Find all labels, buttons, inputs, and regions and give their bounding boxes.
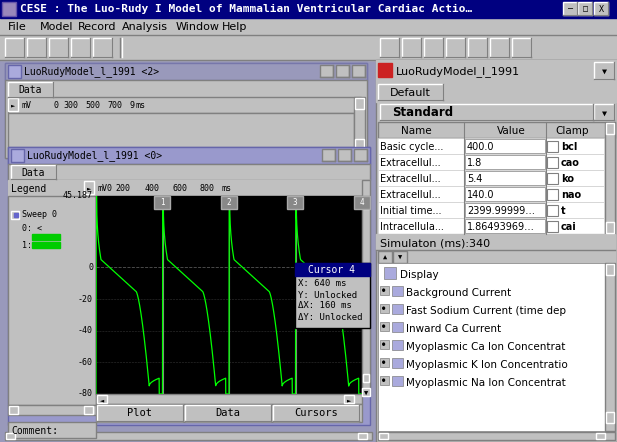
Text: mV: mV [22,100,32,110]
Text: 500: 500 [85,100,100,110]
Text: Clamp: Clamp [555,126,589,136]
Text: 140.0: 140.0 [467,190,494,200]
Text: cao: cao [561,158,580,168]
Text: 700: 700 [107,100,122,110]
Text: 1:: 1: [22,241,32,251]
Text: Standard: Standard [392,107,453,119]
Text: ●: ● [383,289,386,293]
Text: 1.8: 1.8 [467,158,482,168]
Text: 1.86493969…: 1.86493969… [467,222,535,232]
Text: ►: ► [11,102,15,108]
Text: ▲: ▲ [383,255,387,261]
Text: ΔY: Unlocked: ΔY: Unlocked [298,312,363,321]
Text: Legend: Legend [11,184,46,194]
Text: 4: 4 [360,198,364,207]
Text: 2399.99999…: 2399.99999… [467,206,535,216]
Text: Background Current: Background Current [406,288,511,298]
Text: ms: ms [222,183,232,193]
Text: Sweep 0: Sweep 0 [22,210,57,218]
Text: 0: 0 [53,100,58,110]
Text: 9: 9 [129,100,134,110]
Text: ●: ● [383,306,386,312]
Text: 45.187: 45.187 [63,191,93,201]
Text: 3: 3 [292,198,297,207]
Text: LuoRudyModel_l_1991 <2>: LuoRudyModel_l_1991 <2> [24,67,159,77]
Text: Analysis: Analysis [122,22,168,32]
Text: Value: Value [497,126,525,136]
Text: 800: 800 [199,183,215,193]
Text: 200: 200 [115,183,131,193]
Text: Default: Default [389,88,431,98]
Text: bcl: bcl [561,142,578,152]
Text: 400.0: 400.0 [467,142,494,152]
Text: ●: ● [383,378,386,384]
Text: LuoRudyModel_l_1991 <0>: LuoRudyModel_l_1991 <0> [27,151,162,161]
Text: Window: Window [176,22,220,32]
Text: cai: cai [561,222,577,232]
Text: Myoplasmic Na Ion Concentrat: Myoplasmic Na Ion Concentrat [406,378,566,388]
Text: ΔX: 160 ms: ΔX: 160 ms [298,301,352,310]
Text: □: □ [582,4,587,14]
Text: Basic cycle...: Basic cycle... [380,142,444,152]
Text: Myoplasmic Ca Ion Concentrat: Myoplasmic Ca Ion Concentrat [406,342,565,352]
Text: Model: Model [40,22,73,32]
Text: 600: 600 [173,183,188,193]
Text: Extracellul...: Extracellul... [380,190,441,200]
Text: t: t [561,206,566,216]
Text: 400: 400 [144,183,160,193]
Text: Cursor 4: Cursor 4 [308,265,355,275]
Text: Comment:: Comment: [11,426,58,436]
Text: File: File [8,22,27,32]
Text: mV: mV [97,183,107,193]
Text: ▼: ▼ [602,108,607,118]
Text: 0: <: 0: < [22,224,42,232]
Text: Data: Data [215,408,241,418]
Text: X: X [598,4,603,14]
Text: Inward Ca Current: Inward Ca Current [406,324,501,334]
Text: 5.4: 5.4 [467,174,482,184]
Text: -60: -60 [78,358,93,367]
Text: LuoRudyModel_l_1991: LuoRudyModel_l_1991 [396,67,520,77]
Text: 300: 300 [63,100,78,110]
Text: Extracellul...: Extracellul... [380,174,441,184]
Text: Fast Sodium Current (time dep: Fast Sodium Current (time dep [406,306,566,316]
Text: ◄: ◄ [100,397,104,403]
Text: Myoplasmic K Ion Concentratio: Myoplasmic K Ion Concentratio [406,360,568,370]
Text: Record: Record [78,22,117,32]
Text: -80: -80 [78,389,93,399]
Text: ▼: ▼ [398,255,402,261]
Text: Name: Name [400,126,431,136]
Text: ●: ● [383,361,386,366]
Text: ●: ● [383,343,386,347]
Text: 0: 0 [107,183,112,193]
Text: Plot: Plot [128,408,152,418]
Text: ko: ko [561,174,574,184]
Text: X: 640 ms: X: 640 ms [298,279,346,289]
Text: CESE : The Luo-Rudy I Model of Mammalian Ventricular Cardiac Actio…: CESE : The Luo-Rudy I Model of Mammalian… [20,4,472,14]
Text: Data: Data [21,168,45,178]
Text: Display: Display [400,270,439,280]
Text: Extracellul...: Extracellul... [380,158,441,168]
Text: ●: ● [383,324,386,329]
Text: 1: 1 [160,198,164,207]
Text: Intracellula...: Intracellula... [380,222,444,232]
Text: -20: -20 [78,295,93,304]
Text: 0: 0 [88,263,93,272]
Text: –: – [568,4,573,14]
Text: Simulaton (ms):340: Simulaton (ms):340 [380,238,490,248]
Text: nao: nao [561,190,581,200]
Text: 2: 2 [226,198,231,207]
Text: ►: ► [347,397,351,403]
Text: ms: ms [136,100,146,110]
Text: Y: Unlocked: Y: Unlocked [298,290,357,300]
Text: ▼: ▼ [364,391,368,397]
Text: Cursors: Cursors [294,408,338,418]
Text: ►: ► [87,185,91,191]
Text: ▼: ▼ [602,66,607,76]
Text: Help: Help [222,22,247,32]
Text: Data: Data [19,85,42,95]
Text: Initial time...: Initial time... [380,206,442,216]
Text: -40: -40 [78,326,93,335]
